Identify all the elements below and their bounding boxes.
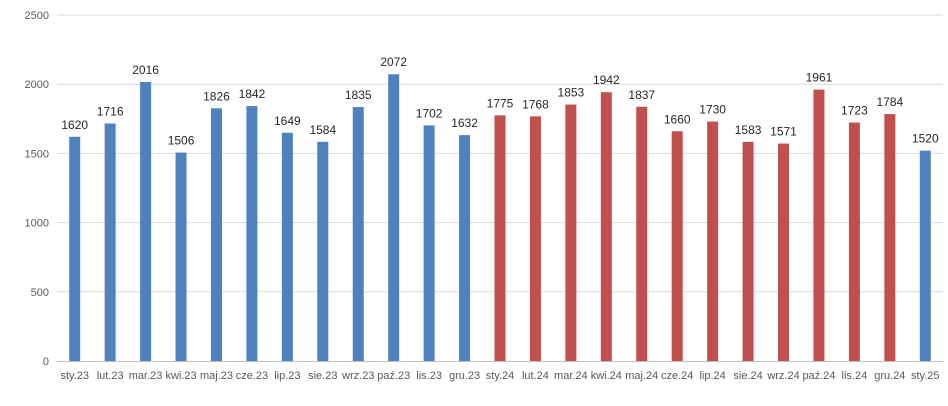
bar-gru.23 bbox=[459, 135, 471, 361]
x-tick-label: gru.24 bbox=[874, 370, 905, 382]
bar-lut.24 bbox=[529, 116, 541, 361]
bar-maj.24 bbox=[636, 106, 648, 361]
data-labels: 1620 1716 2016 1506 1826 1842 1649 1584 1835 2072… bbox=[61, 55, 939, 147]
bar-sty.25 bbox=[919, 150, 931, 361]
data-label: 1620 bbox=[61, 118, 88, 132]
y-tick-label: 2000 bbox=[25, 79, 49, 91]
x-tick-label: paź.23 bbox=[377, 370, 410, 382]
x-tick-label: lip.23 bbox=[274, 370, 300, 382]
x-tick-label: kwi.23 bbox=[165, 370, 196, 382]
bar-cze.24 bbox=[671, 131, 683, 361]
bar-lut.23 bbox=[104, 123, 116, 361]
x-axis-ticks: sty.23 lut.23 mar.23 kwi.23 maj.23 cze.23 lip.… bbox=[60, 370, 939, 382]
x-tick-label: lis.24 bbox=[842, 370, 868, 382]
x-tick-label: sty.24 bbox=[486, 370, 515, 382]
bar-lis.24 bbox=[848, 122, 860, 361]
data-label: 1784 bbox=[876, 95, 903, 109]
bar-mar.24 bbox=[565, 104, 577, 361]
data-label: 1723 bbox=[841, 104, 868, 118]
data-label: 1842 bbox=[239, 87, 266, 101]
bar-paź.24 bbox=[813, 89, 825, 362]
data-label: 1660 bbox=[664, 112, 691, 126]
data-label: 1768 bbox=[522, 97, 549, 111]
x-tick-label: sie.23 bbox=[308, 370, 337, 382]
x-tick-label: lis.23 bbox=[416, 370, 442, 382]
y-tick-label: 1000 bbox=[25, 218, 49, 230]
bar-kwi.23 bbox=[175, 152, 187, 361]
x-tick-label: kwi.24 bbox=[591, 370, 622, 382]
x-tick-label: mar.24 bbox=[554, 370, 588, 382]
data-label: 1649 bbox=[274, 114, 301, 128]
data-label: 1961 bbox=[806, 71, 833, 85]
data-label: 1571 bbox=[770, 125, 797, 139]
x-tick-label: gru.23 bbox=[449, 370, 480, 382]
x-tick-label: sty.23 bbox=[60, 370, 89, 382]
x-tick-label: mar.23 bbox=[129, 370, 163, 382]
data-label: 1584 bbox=[309, 123, 336, 137]
bar-gru.24 bbox=[884, 114, 896, 362]
x-tick-label: cze.23 bbox=[236, 370, 268, 382]
bar-cze.23 bbox=[246, 106, 258, 361]
bar-sie.23 bbox=[317, 141, 329, 361]
bar-kwi.24 bbox=[600, 92, 612, 361]
data-label: 1837 bbox=[628, 88, 655, 102]
x-tick-label: lut.24 bbox=[522, 370, 549, 382]
x-tick-label: paź.24 bbox=[802, 370, 835, 382]
bar-paź.23 bbox=[388, 74, 400, 361]
data-label: 1835 bbox=[345, 88, 372, 102]
data-label: 2072 bbox=[380, 55, 407, 69]
bar-sty.23 bbox=[69, 136, 81, 361]
data-label: 1716 bbox=[97, 105, 124, 119]
x-tick-label: maj.24 bbox=[625, 370, 658, 382]
y-tick-label: 0 bbox=[43, 356, 49, 368]
bar-wrz.24 bbox=[778, 143, 790, 361]
data-label: 1853 bbox=[558, 86, 585, 100]
bar-maj.23 bbox=[210, 108, 222, 361]
y-axis-ticks: 0 500 1000 1500 2000 2500 bbox=[25, 10, 49, 368]
bar-lis.23 bbox=[423, 125, 435, 361]
y-tick-label: 500 bbox=[31, 287, 49, 299]
bar-mar.23 bbox=[140, 81, 152, 362]
data-label: 1506 bbox=[168, 134, 195, 148]
data-label: 1702 bbox=[416, 106, 443, 120]
bar-sie.24 bbox=[742, 141, 754, 361]
data-label: 1942 bbox=[593, 73, 620, 87]
bars bbox=[69, 74, 931, 362]
bar-sty.24 bbox=[494, 115, 506, 361]
data-label: 1583 bbox=[735, 123, 762, 137]
data-label: 1826 bbox=[203, 89, 230, 103]
data-label: 2016 bbox=[132, 63, 159, 77]
x-tick-label: wrz.23 bbox=[341, 370, 374, 382]
y-tick-label: 1500 bbox=[25, 148, 49, 160]
x-tick-label: cze.24 bbox=[661, 370, 693, 382]
x-tick-label: lut.23 bbox=[97, 370, 124, 382]
bar-lip.23 bbox=[281, 132, 293, 361]
y-tick-label: 2500 bbox=[25, 10, 49, 22]
data-label: 1730 bbox=[699, 103, 726, 117]
data-label: 1775 bbox=[487, 96, 514, 110]
data-label: 1520 bbox=[912, 132, 939, 146]
data-label: 1632 bbox=[451, 116, 478, 130]
x-tick-label: sie.24 bbox=[733, 370, 762, 382]
bar-lip.24 bbox=[707, 121, 719, 362]
x-tick-label: wrz.24 bbox=[766, 370, 799, 382]
bar-wrz.23 bbox=[352, 107, 364, 361]
x-tick-label: sty.25 bbox=[911, 370, 940, 382]
x-tick-label: maj.23 bbox=[200, 370, 233, 382]
x-tick-label: lip.24 bbox=[699, 370, 725, 382]
